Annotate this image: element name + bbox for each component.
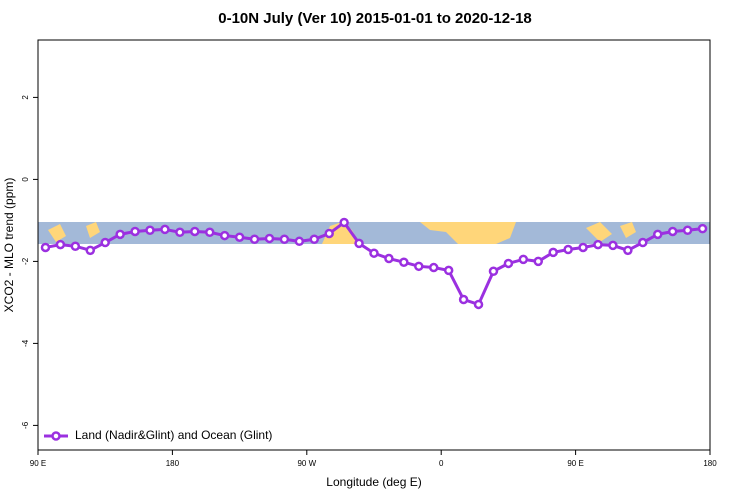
land-shape bbox=[322, 222, 360, 244]
x-tick-label: 90 W bbox=[297, 459, 316, 468]
point bbox=[204, 227, 215, 238]
point bbox=[279, 234, 290, 245]
point bbox=[294, 236, 305, 247]
point bbox=[548, 247, 558, 258]
point bbox=[339, 217, 349, 228]
point bbox=[518, 254, 529, 265]
land-shape bbox=[420, 222, 516, 244]
y-axis-label: XCO2 - MLO trend (ppm) bbox=[2, 178, 16, 313]
point bbox=[190, 226, 200, 237]
point bbox=[40, 242, 51, 253]
point bbox=[399, 257, 409, 267]
point bbox=[667, 226, 678, 237]
y-tick-label: -6 bbox=[21, 421, 30, 429]
point bbox=[219, 230, 230, 241]
x-tick-label: 0 bbox=[439, 459, 444, 468]
point bbox=[473, 299, 484, 310]
point bbox=[682, 225, 693, 235]
point bbox=[354, 238, 364, 249]
ocean-band bbox=[38, 222, 710, 244]
point bbox=[309, 234, 320, 245]
land-shape bbox=[48, 224, 66, 242]
point bbox=[652, 229, 663, 240]
y-tick-label: -4 bbox=[21, 339, 30, 347]
point bbox=[414, 261, 424, 272]
land-shape bbox=[586, 222, 612, 242]
point bbox=[578, 242, 588, 253]
point bbox=[638, 237, 648, 248]
point bbox=[145, 225, 155, 235]
x-tick-label: 180 bbox=[703, 459, 717, 468]
point bbox=[369, 248, 379, 258]
plot-frame bbox=[37, 39, 711, 451]
point bbox=[264, 233, 275, 244]
y-tick-label: 2 bbox=[21, 95, 30, 100]
point bbox=[384, 253, 394, 264]
x-tick-label: 180 bbox=[166, 459, 180, 468]
point bbox=[234, 232, 245, 242]
point bbox=[697, 223, 708, 234]
point bbox=[488, 266, 499, 276]
land-shape bbox=[620, 222, 636, 238]
y-tick-label: 0 bbox=[21, 177, 30, 182]
point bbox=[443, 265, 454, 276]
point bbox=[100, 237, 110, 248]
point bbox=[608, 240, 618, 251]
y-tick-label: -2 bbox=[21, 257, 30, 265]
point bbox=[324, 228, 334, 239]
point bbox=[428, 262, 439, 273]
point bbox=[70, 241, 81, 251]
x-tick-label: 90 E bbox=[567, 459, 583, 468]
point bbox=[115, 229, 125, 240]
point bbox=[503, 258, 514, 269]
legend-label: Land (Nadir&Glint) and Ocean (Glint) bbox=[75, 428, 272, 442]
land-shape bbox=[86, 222, 100, 238]
point bbox=[458, 294, 469, 305]
point bbox=[55, 239, 66, 250]
point bbox=[85, 245, 96, 256]
map-band bbox=[38, 222, 710, 244]
point bbox=[563, 244, 573, 255]
legend-marker bbox=[51, 431, 61, 441]
chart-title: 0-10N July (Ver 10) 2015-01-01 to 2020-1… bbox=[218, 10, 532, 27]
point bbox=[130, 226, 140, 237]
point bbox=[593, 239, 603, 250]
point bbox=[160, 224, 170, 235]
point bbox=[623, 245, 633, 256]
point bbox=[533, 256, 544, 267]
x-axis-label: Longitude (deg E) bbox=[326, 475, 421, 489]
point bbox=[249, 234, 260, 245]
point bbox=[175, 227, 185, 238]
x-tick-label: 90 E bbox=[30, 459, 46, 468]
